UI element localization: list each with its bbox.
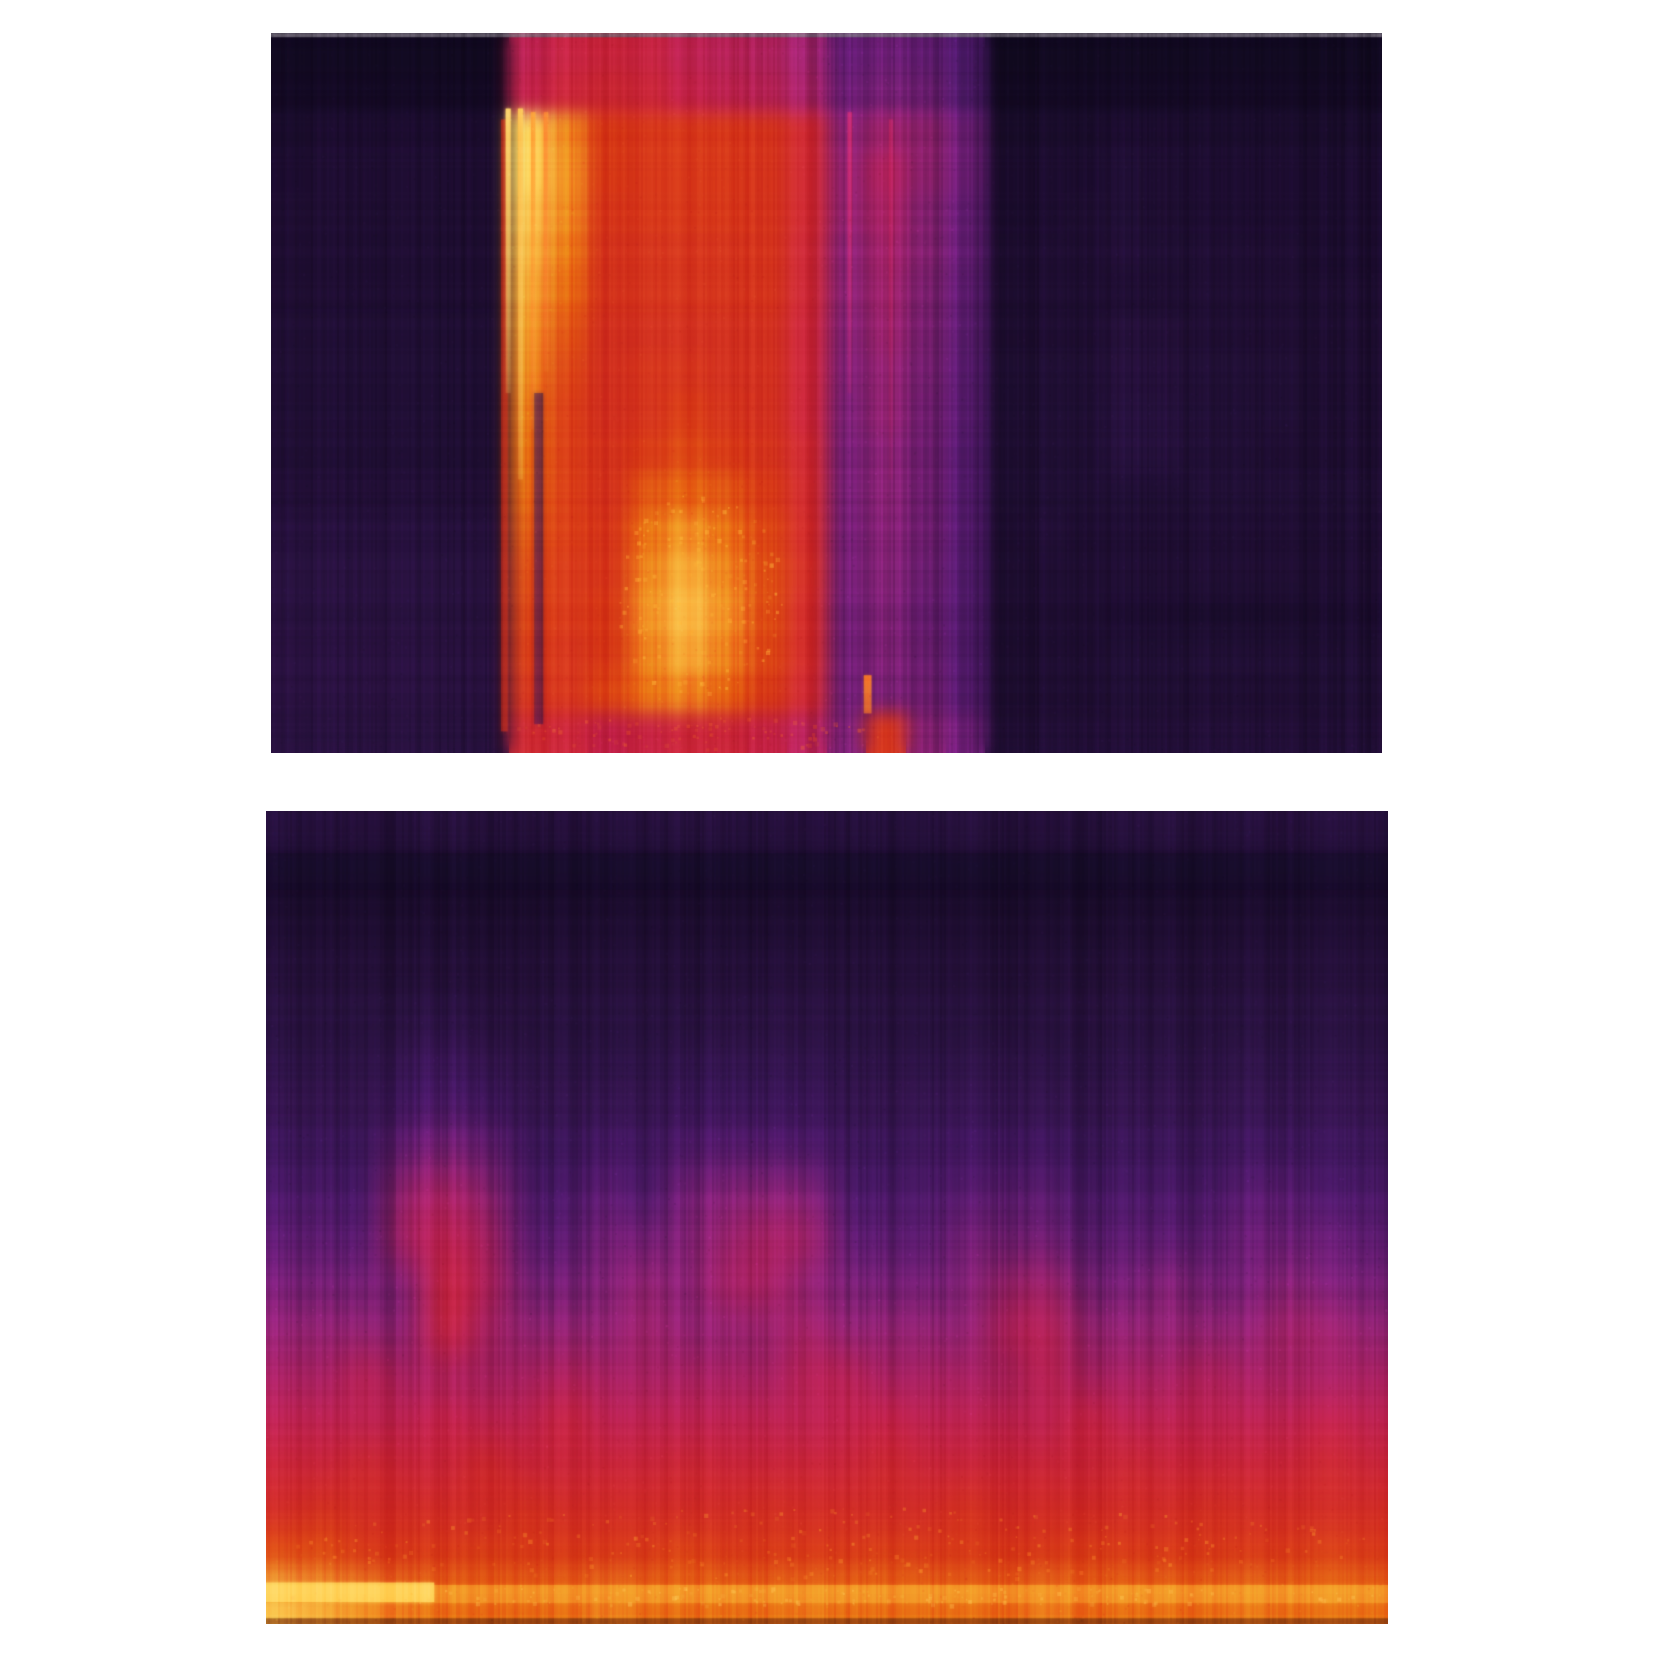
top-spectrogram-image [271,33,1382,753]
top-spectrogram-figure [271,33,1382,753]
bottom-spectrogram-image [266,811,1388,1624]
bottom-spectrogram-figure [266,811,1388,1624]
